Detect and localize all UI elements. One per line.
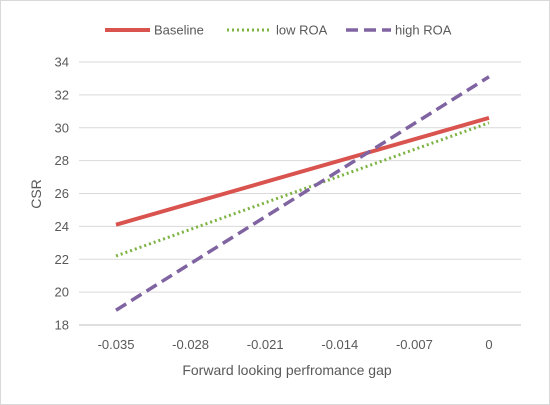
gridlines <box>79 61 521 293</box>
series-lines <box>115 75 490 312</box>
legend-label: low ROA <box>276 23 328 38</box>
y-tick-label: 28 <box>55 153 69 168</box>
legend-label: high ROA <box>395 23 452 38</box>
y-tick-label: 32 <box>55 87 69 102</box>
y-tick-label: 30 <box>55 120 69 135</box>
series-line-baseline <box>115 115 490 227</box>
x-tick-label: -0.035 <box>98 337 135 352</box>
x-tick-label: -0.007 <box>396 337 433 352</box>
y-tick-label: 18 <box>55 318 69 333</box>
x-tick-label: -0.028 <box>172 337 209 352</box>
series-line-low-roa <box>115 121 490 258</box>
x-tick-label: -0.021 <box>247 337 284 352</box>
y-tick-label: 26 <box>55 186 69 201</box>
y-tick-label: 34 <box>55 55 69 70</box>
x-tick-label: 0 <box>485 337 492 352</box>
y-tick-label: 22 <box>55 252 69 267</box>
legend: Baseline low ROA high ROA <box>105 23 452 38</box>
y-axis-title: CSR <box>28 179 44 209</box>
series-line-high-roa <box>115 75 490 312</box>
axes: 18 20 22 24 26 28 30 32 34 -0.035 -0.028 -0.021 -0.0… <box>55 55 521 352</box>
y-tick-label: 24 <box>55 219 69 234</box>
x-axis-title: Forward looking perfromance gap <box>182 362 392 378</box>
legend-label: Baseline <box>154 23 204 38</box>
y-tick-label: 20 <box>55 285 69 300</box>
x-tick-label: -0.014 <box>321 337 358 352</box>
